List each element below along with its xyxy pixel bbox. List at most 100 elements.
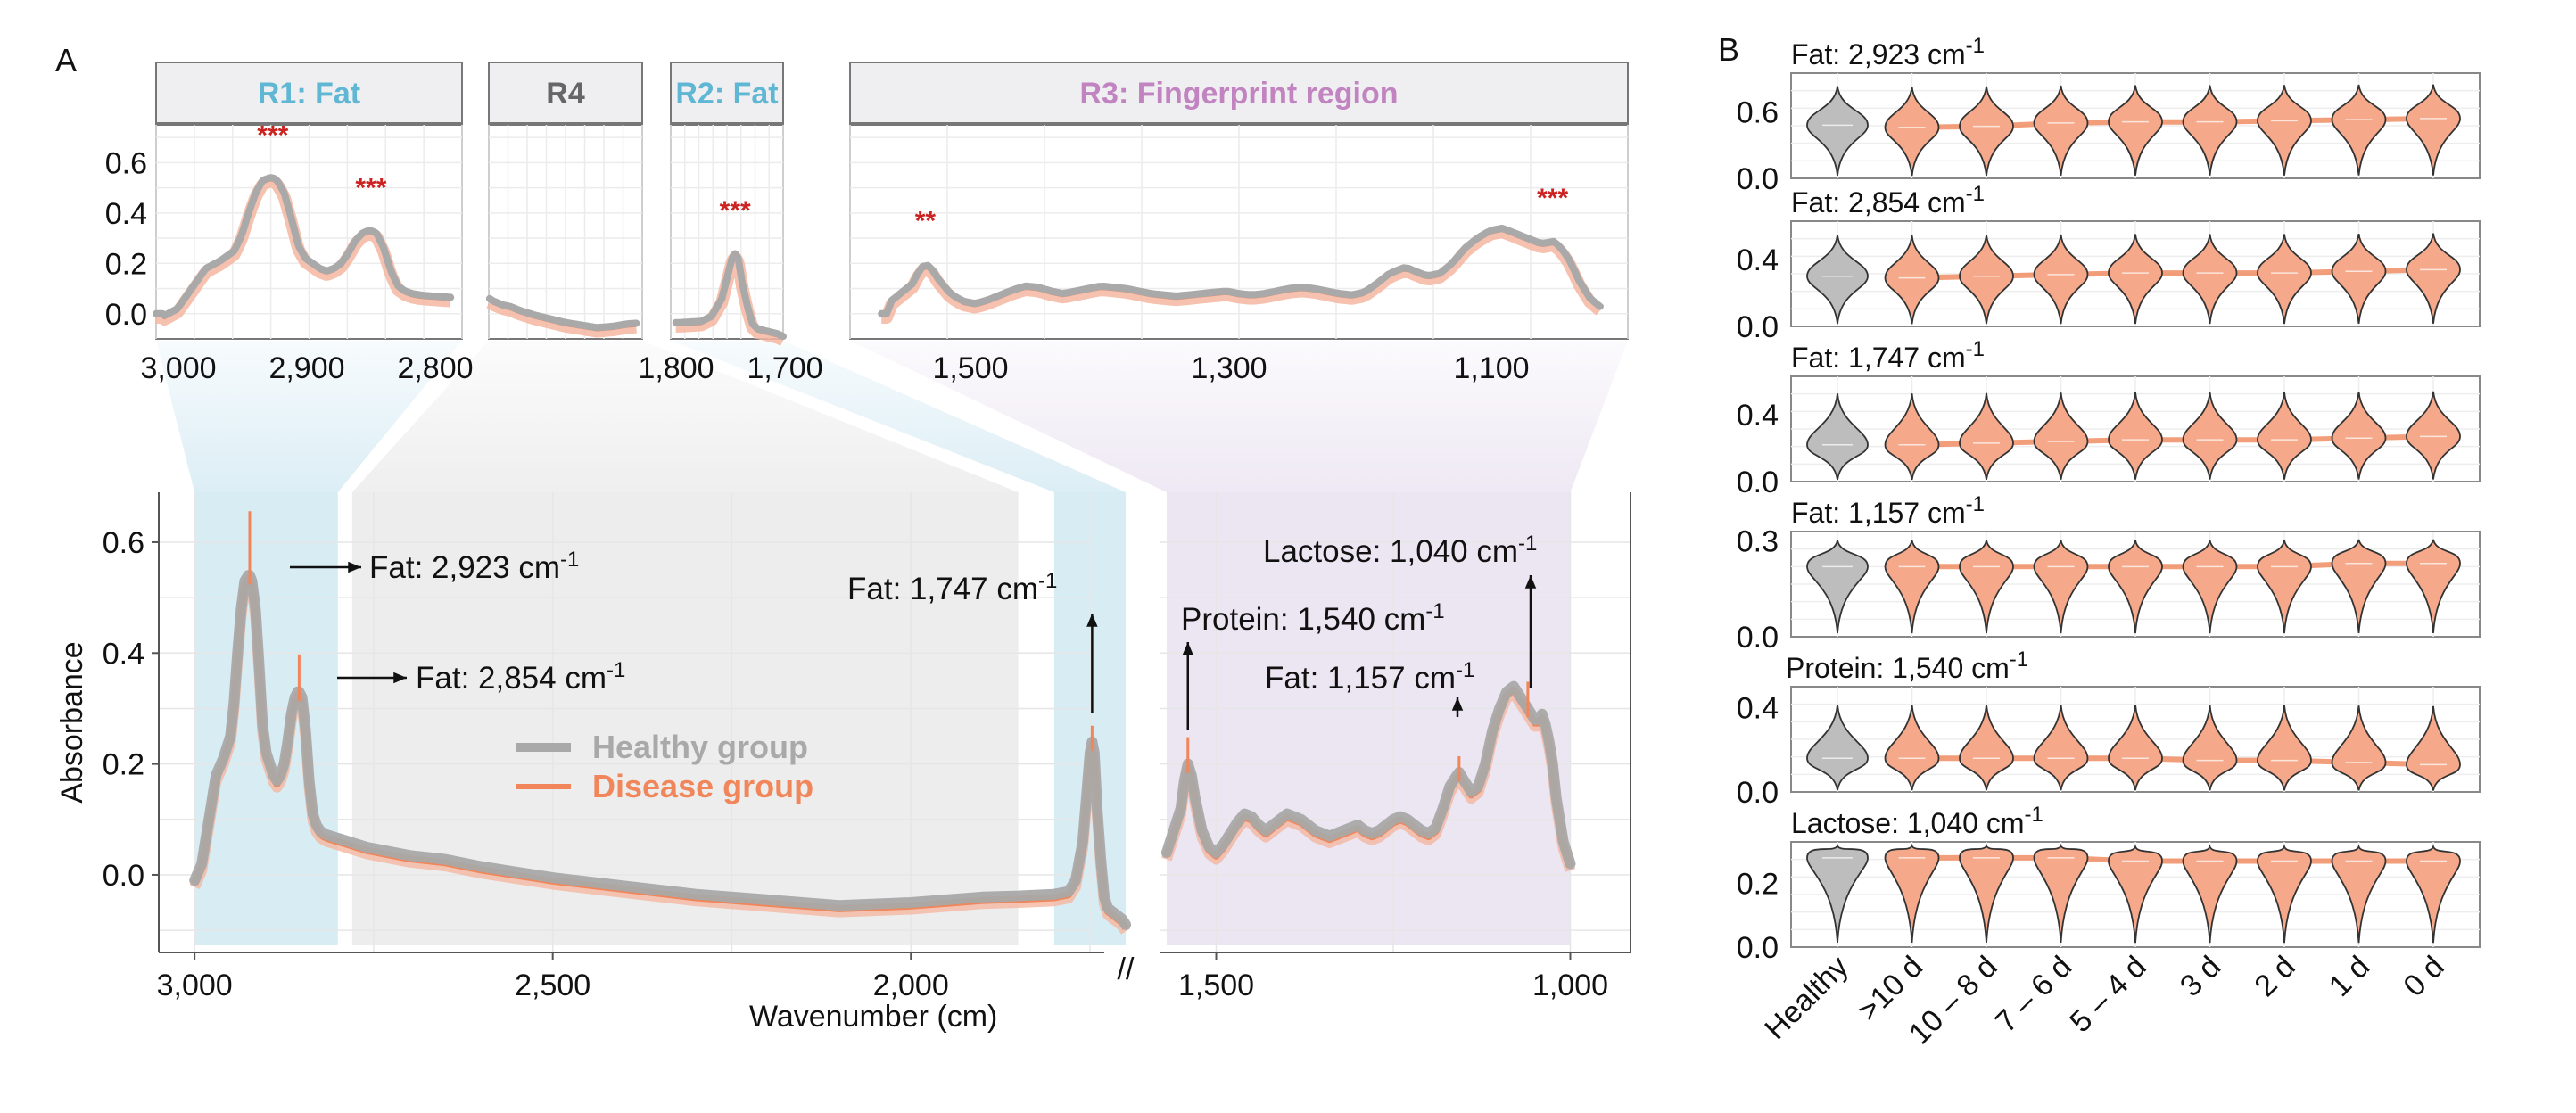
zoom-title-2: R4 (546, 77, 585, 111)
zoom-y-tick-label: 0.0 (105, 298, 147, 332)
violin-category-label: 1 d (2323, 950, 2376, 1003)
violin-title-3-sup: -1 (1966, 337, 1985, 361)
zoom-x-tick-label: 2,900 (268, 351, 344, 385)
violin-category-label: 0 d (2397, 950, 2450, 1003)
connector-2 (351, 341, 1019, 492)
main-spectrum-chart: 0.0 0.2 0.4 0.6 3,000 2,500 2,000 1,500 1,000 // W… (55, 492, 1631, 1034)
violin-title-4-sup: -1 (1966, 492, 1985, 516)
annotation-protein-1540: Protein: 1,540 cm-1 (1181, 599, 1445, 637)
violin-1-8 (2331, 84, 2387, 176)
violin-category-label: 5 – 4 d (2063, 950, 2152, 1039)
violin-title-6: Lactose: 1,040 cm-1 (1791, 803, 2043, 839)
zoom-healthy-line (672, 250, 787, 341)
annotation-fat-2923-sup: -1 (560, 548, 579, 572)
violin-5-8 (2331, 705, 2387, 791)
violin-2-9 (2406, 233, 2461, 324)
violin-4-7 (2257, 540, 2312, 634)
violin-4-3 (1959, 540, 2014, 634)
y-tick-label: 0.6 (103, 526, 144, 560)
violin-title-2: Fat: 2,854 cm-1 (1791, 182, 1985, 218)
violin-5-1 (1806, 704, 1869, 791)
x-tick-label: 1,000 (1532, 969, 1608, 1002)
violin-2-2 (1884, 235, 1940, 325)
violin-3-4 (2033, 392, 2089, 480)
annotation-fat-1157-sup: -1 (1456, 658, 1474, 682)
violin-y-tick-label: 0.3 (1737, 525, 1779, 559)
violin-y-tick-label: 0.0 (1737, 162, 1779, 196)
annotation-fat-2923: Fat: 2,923 cm-1 (369, 548, 579, 585)
violin-2-3 (1959, 235, 2014, 325)
x-tick-label: 2,500 (515, 969, 590, 1002)
violin-1-6 (2182, 85, 2238, 176)
violin-1-1 (1806, 86, 1869, 177)
y-tick-label: 0.2 (103, 748, 144, 782)
violin-title-5-sup: -1 (2010, 647, 2028, 672)
annotation-arrowhead (348, 561, 361, 573)
violin-y-tick-label: 0.0 (1737, 776, 1779, 810)
x-tick-label: 2,000 (873, 969, 949, 1002)
y-tick-label: 0.4 (103, 637, 144, 671)
zoom-title-1: R1: Fat (258, 77, 360, 111)
violin-y-tick-label: 0.0 (1737, 931, 1779, 965)
violin-title-5: Protein: 1,540 cm-1 (1786, 647, 2028, 684)
zoom-x-tick-label: 1,100 (1453, 351, 1529, 385)
violin-5-3 (1959, 704, 2014, 791)
violin-3-2 (1884, 393, 1940, 481)
violin-6-1 (1806, 843, 1869, 944)
region-connectors (156, 341, 1628, 492)
violin-y-tick-label: 0.0 (1737, 466, 1779, 499)
violin-3-7 (2257, 392, 2312, 480)
violin-3-5 (2108, 392, 2163, 480)
violin-6-9 (2406, 844, 2461, 944)
connector-3 (671, 341, 1127, 492)
violin-6-7 (2257, 844, 2312, 944)
zoom-healthy-line (485, 294, 640, 332)
violin-2-6 (2182, 234, 2238, 325)
zoom-header-3 (670, 62, 784, 124)
x-tick-label: 3,000 (157, 969, 233, 1002)
zoom-healthy-line (878, 224, 1604, 317)
zoom-title-3: R2: Fat (675, 77, 778, 111)
violin-title-1-sup: -1 (1966, 34, 1985, 58)
significance-marker: *** (720, 196, 751, 226)
violin-2-5 (2108, 234, 2163, 325)
zoom-x-tick-label: 1,500 (932, 351, 1008, 385)
violin-1-7 (2257, 85, 2312, 176)
violin-y-tick-label: 0.4 (1737, 243, 1779, 277)
violin-2-7 (2257, 234, 2312, 325)
annotation-arrowhead (1086, 614, 1098, 627)
violin-6-5 (2108, 844, 2163, 944)
annotation-lactose-1040: Lactose: 1,040 cm-1 (1263, 532, 1537, 569)
y-tick-label: 0.0 (103, 859, 144, 893)
annotation-arrowhead (1524, 575, 1537, 589)
x-axis-label: Wavenumber (cm) (749, 1000, 997, 1034)
violin-title-3: Fat: 1,747 cm-1 (1791, 337, 1985, 374)
violin-y-tick-label: 0.0 (1737, 621, 1779, 655)
zoom-healthy-line (153, 174, 455, 319)
zoom-header-4 (849, 62, 1629, 124)
significance-marker: *** (257, 120, 288, 150)
zoom-y-tick-label: 0.2 (105, 247, 147, 281)
zoom-x-tick-label: 2,800 (397, 351, 473, 385)
significance-marker: *** (355, 174, 386, 203)
y-axis-label: Absorbance (55, 641, 89, 803)
violin-3-6 (2182, 392, 2238, 480)
significance-marker: ** (915, 206, 937, 235)
violin-5-9 (2406, 705, 2461, 791)
annotation-protein-1540-sup: -1 (1425, 599, 1444, 623)
significance-marker: *** (1537, 184, 1568, 213)
zoom-x-tick-label: 1,700 (747, 351, 822, 385)
zoom-x-tick-label: 1,300 (1191, 351, 1267, 385)
violin-5-2 (1884, 704, 1940, 791)
violin-panels: Fat: 2,923 cm-1 0.0 0.6 Fat: 2,854 cm-1 0.0 0… (1737, 34, 2481, 1051)
panel-label-a: A (55, 42, 77, 78)
violin-6-4 (2033, 843, 2089, 944)
axis-break-label: // (1118, 952, 1135, 986)
violin-1-4 (2033, 85, 2089, 176)
annotation-arrowhead (393, 672, 407, 684)
violin-1-3 (1959, 86, 2014, 177)
connector-4 (850, 341, 1628, 492)
zoom-x-tick-label: 3,000 (140, 351, 216, 385)
zoom-y-tick-label: 0.4 (105, 197, 147, 231)
